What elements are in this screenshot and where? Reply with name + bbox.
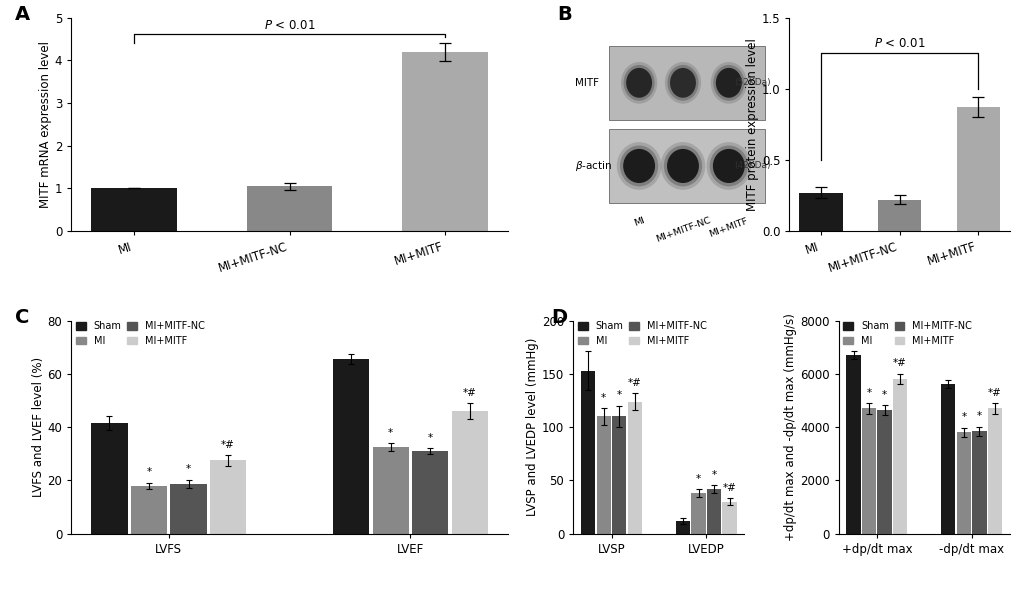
Ellipse shape bbox=[623, 65, 654, 101]
Y-axis label: LVSP and LVEDP level (mmHg): LVSP and LVEDP level (mmHg) bbox=[526, 338, 539, 517]
Bar bbox=[941, 384, 955, 534]
Text: *: * bbox=[711, 470, 716, 480]
Bar bbox=[608, 129, 764, 203]
Text: (42KDa): (42KDa) bbox=[734, 161, 770, 170]
Bar bbox=[721, 502, 736, 534]
Ellipse shape bbox=[664, 62, 700, 104]
Y-axis label: MITF mRNA expression level: MITF mRNA expression level bbox=[39, 41, 52, 208]
Bar bbox=[799, 193, 842, 231]
Y-axis label: LVFS and LVEF level (%): LVFS and LVEF level (%) bbox=[32, 357, 45, 497]
Text: *: * bbox=[960, 412, 965, 422]
Bar bbox=[210, 460, 246, 534]
Ellipse shape bbox=[621, 62, 656, 104]
Ellipse shape bbox=[669, 68, 695, 98]
Text: *: * bbox=[881, 390, 887, 400]
Bar bbox=[608, 46, 764, 120]
Bar bbox=[403, 52, 487, 231]
Ellipse shape bbox=[666, 65, 698, 101]
Bar bbox=[892, 379, 906, 534]
Text: *#: *# bbox=[987, 388, 1001, 398]
Bar bbox=[91, 423, 127, 534]
Bar bbox=[676, 521, 690, 534]
Text: *: * bbox=[695, 474, 700, 484]
Bar bbox=[596, 416, 610, 534]
Text: *#: *# bbox=[893, 359, 906, 368]
Ellipse shape bbox=[660, 142, 704, 190]
Text: *#: *# bbox=[463, 388, 476, 398]
Text: *#: *# bbox=[628, 378, 641, 388]
Bar bbox=[611, 416, 626, 534]
Text: MI+MITF: MI+MITF bbox=[707, 216, 749, 238]
Ellipse shape bbox=[663, 145, 701, 186]
Bar bbox=[130, 486, 167, 534]
Legend: Sham, MI, MI+MITF-NC, MI+MITF: Sham, MI, MI+MITF-NC, MI+MITF bbox=[843, 321, 971, 346]
Ellipse shape bbox=[706, 142, 750, 190]
Text: *: * bbox=[147, 467, 152, 477]
Ellipse shape bbox=[616, 142, 660, 190]
Text: D: D bbox=[550, 308, 567, 327]
Y-axis label: +dp/dt max and -dp/dt max (mmHg/s): +dp/dt max and -dp/dt max (mmHg/s) bbox=[784, 313, 797, 541]
Bar bbox=[706, 489, 720, 534]
Bar bbox=[247, 186, 332, 231]
Bar bbox=[956, 432, 970, 534]
Ellipse shape bbox=[620, 145, 657, 186]
Bar bbox=[956, 107, 999, 231]
Text: *#: *# bbox=[221, 440, 234, 449]
Bar bbox=[861, 409, 875, 534]
Ellipse shape bbox=[709, 145, 747, 186]
Text: A: A bbox=[14, 5, 30, 24]
Text: (52KDa): (52KDa) bbox=[734, 78, 770, 87]
Bar bbox=[691, 493, 705, 534]
Ellipse shape bbox=[666, 149, 698, 183]
Text: MITF: MITF bbox=[575, 78, 599, 88]
Ellipse shape bbox=[710, 62, 746, 104]
Legend: Sham, MI, MI+MITF-NC, MI+MITF: Sham, MI, MI+MITF-NC, MI+MITF bbox=[578, 321, 706, 346]
Bar bbox=[971, 431, 985, 534]
Text: *: * bbox=[388, 428, 393, 438]
Ellipse shape bbox=[715, 68, 741, 98]
Text: B: B bbox=[556, 5, 572, 24]
Ellipse shape bbox=[626, 68, 651, 98]
Bar bbox=[412, 451, 448, 534]
Bar bbox=[627, 401, 641, 534]
Text: $\beta$-actin: $\beta$-actin bbox=[575, 159, 611, 173]
Text: *: * bbox=[976, 411, 981, 421]
Y-axis label: MITF protein expression level: MITF protein expression level bbox=[745, 38, 758, 211]
Bar bbox=[170, 484, 207, 534]
Text: C: C bbox=[14, 308, 29, 327]
Ellipse shape bbox=[623, 149, 654, 183]
Bar bbox=[846, 355, 860, 534]
Text: *: * bbox=[616, 390, 622, 400]
Bar bbox=[876, 410, 891, 534]
Text: MI+MITF-NC: MI+MITF-NC bbox=[653, 216, 711, 244]
Bar bbox=[451, 411, 487, 534]
Text: $\it{P}$ < 0.01: $\it{P}$ < 0.01 bbox=[264, 20, 315, 32]
Text: *: * bbox=[600, 393, 605, 403]
Bar bbox=[332, 359, 369, 534]
Text: *#: *# bbox=[721, 483, 736, 493]
Bar bbox=[877, 200, 920, 231]
Bar bbox=[372, 447, 409, 534]
Bar bbox=[91, 189, 176, 231]
Text: *: * bbox=[185, 464, 191, 474]
Legend: Sham, MI, MI+MITF-NC, MI+MITF: Sham, MI, MI+MITF-NC, MI+MITF bbox=[76, 321, 205, 346]
Text: MI: MI bbox=[632, 216, 645, 228]
Ellipse shape bbox=[712, 65, 744, 101]
Ellipse shape bbox=[712, 149, 744, 183]
Text: *: * bbox=[427, 432, 432, 442]
Text: $\it{P}$ < 0.01: $\it{P}$ < 0.01 bbox=[873, 37, 924, 50]
Bar bbox=[581, 371, 595, 534]
Text: *: * bbox=[866, 388, 871, 398]
Bar bbox=[986, 409, 1001, 534]
